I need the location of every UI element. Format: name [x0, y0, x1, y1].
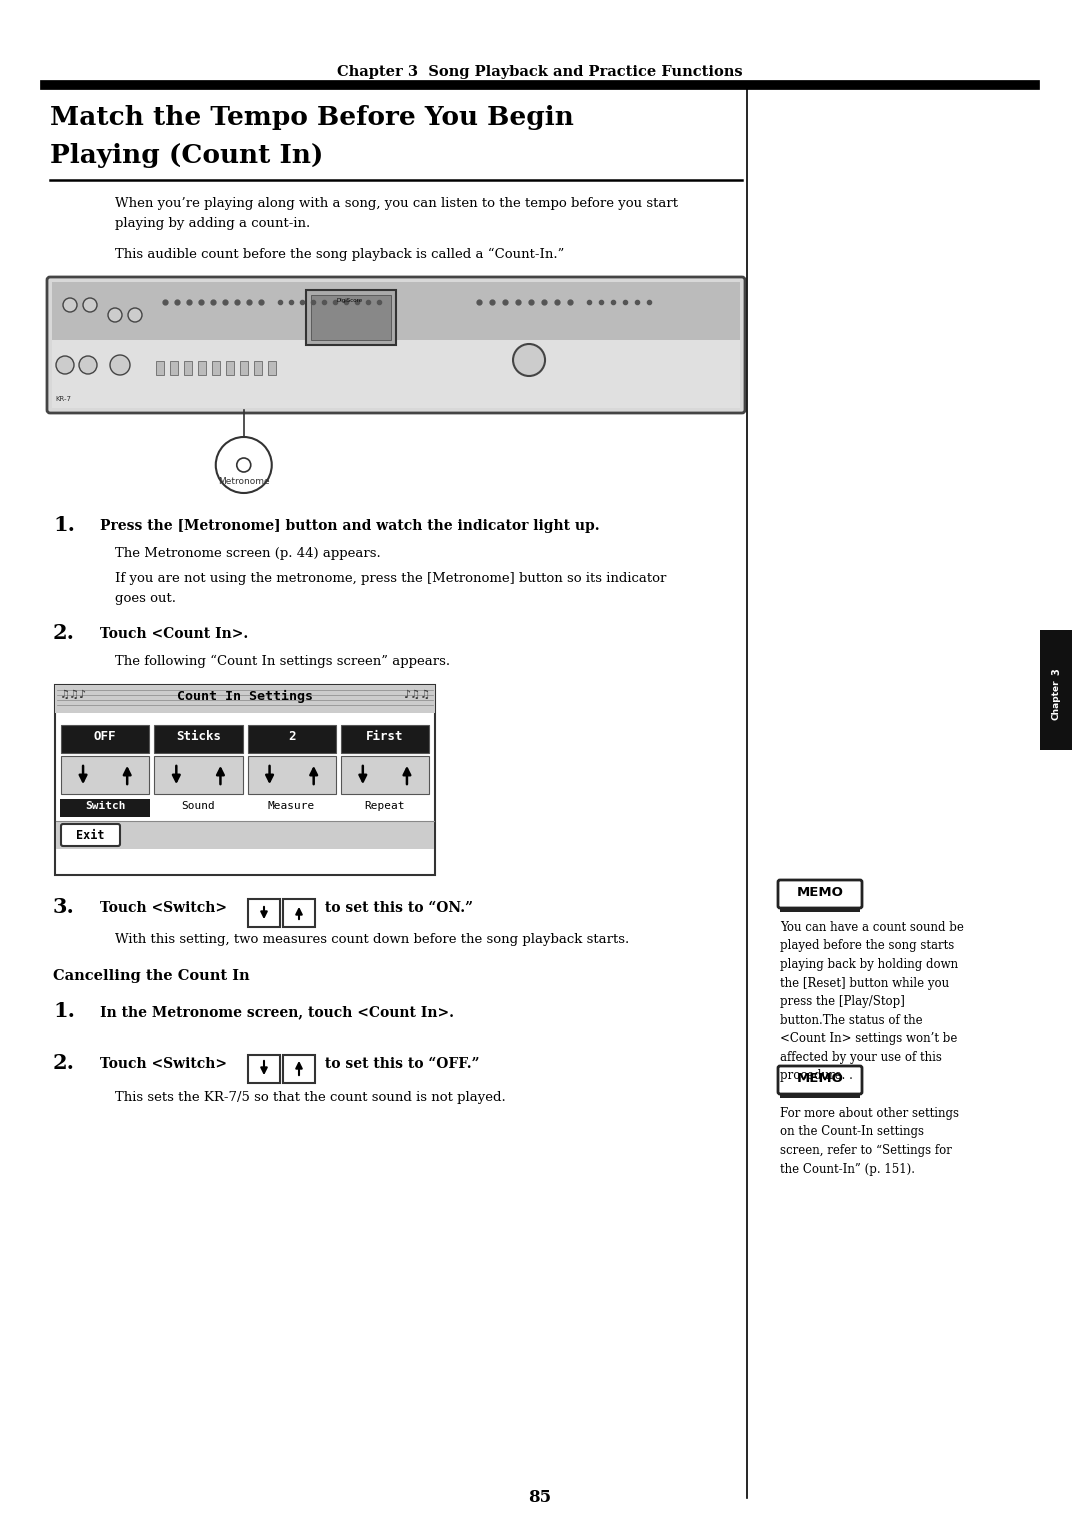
Text: This audible count before the song playback is called a “Count-In.”: This audible count before the song playb…: [114, 248, 565, 261]
Text: 2.: 2.: [53, 1053, 75, 1073]
Circle shape: [63, 298, 77, 312]
Text: to set this to “ON.”: to set this to “ON.”: [320, 902, 473, 915]
Bar: [1040, 630, 1072, 750]
Text: Metronome: Metronome: [218, 477, 270, 486]
Bar: [254, 361, 262, 374]
Text: In the Metronome screen, touch <Count In>.: In the Metronome screen, touch <Count In…: [100, 1005, 454, 1019]
Bar: [154, 724, 243, 753]
Text: Touch <Switch>: Touch <Switch>: [100, 902, 227, 915]
FancyBboxPatch shape: [248, 898, 280, 927]
Text: 2: 2: [288, 730, 295, 743]
Text: 85: 85: [528, 1490, 552, 1507]
Text: Measure: Measure: [268, 801, 315, 811]
Text: When you’re playing along with a song, you can listen to the tempo before you st: When you’re playing along with a song, y…: [114, 197, 678, 209]
Text: The Metronome screen (p. 44) appears.: The Metronome screen (p. 44) appears.: [114, 547, 381, 559]
FancyBboxPatch shape: [60, 824, 120, 847]
Bar: [52, 283, 740, 341]
Text: If you are not using the metronome, press the [Metronome] button so its indicato: If you are not using the metronome, pres…: [114, 571, 666, 585]
Bar: [268, 361, 276, 374]
Bar: [55, 685, 435, 876]
Text: 3: 3: [1051, 669, 1061, 675]
FancyBboxPatch shape: [248, 1054, 280, 1083]
Text: Press the [Metronome] button and watch the indicator light up.: Press the [Metronome] button and watch t…: [100, 520, 599, 533]
Bar: [247, 724, 336, 753]
Text: 2.: 2.: [53, 623, 75, 643]
Bar: [170, 361, 178, 374]
Text: Sound: Sound: [181, 801, 215, 811]
Text: Cancelling the Count In: Cancelling the Count In: [53, 969, 249, 983]
Text: This sets the KR-7/5 so that the count sound is not played.: This sets the KR-7/5 so that the count s…: [114, 1091, 505, 1105]
Text: MEMO: MEMO: [797, 886, 843, 898]
Bar: [184, 361, 192, 374]
Text: playing by adding a count-in.: playing by adding a count-in.: [114, 217, 310, 231]
Text: 1.: 1.: [53, 515, 75, 535]
Text: ♫♫♪: ♫♫♪: [60, 691, 87, 700]
Bar: [780, 1093, 860, 1099]
Text: Chapter 3  Song Playback and Practice Functions: Chapter 3 Song Playback and Practice Fun…: [337, 66, 743, 79]
Text: OFF: OFF: [94, 730, 117, 743]
Bar: [52, 341, 740, 408]
Circle shape: [129, 309, 141, 322]
Text: Touch <Count In>.: Touch <Count In>.: [100, 626, 248, 642]
Bar: [212, 361, 220, 374]
FancyBboxPatch shape: [283, 898, 315, 927]
Bar: [56, 821, 434, 850]
Text: Sticks: Sticks: [176, 730, 221, 743]
Text: 1.: 1.: [53, 1001, 75, 1021]
Bar: [226, 361, 234, 374]
Bar: [780, 908, 860, 912]
Bar: [60, 756, 149, 795]
Text: Switch: Switch: [85, 801, 125, 811]
Circle shape: [56, 356, 75, 374]
Bar: [306, 290, 396, 345]
Text: Chapter: Chapter: [1052, 680, 1061, 720]
Text: ♪♫♫: ♪♫♫: [403, 691, 430, 700]
FancyBboxPatch shape: [778, 880, 862, 908]
Text: goes out.: goes out.: [114, 591, 176, 605]
Bar: [341, 724, 429, 753]
Text: For more about other settings
on the Count-In settings
screen, refer to “Setting: For more about other settings on the Cou…: [780, 1106, 959, 1175]
Text: 3.: 3.: [53, 897, 75, 917]
Text: to set this to “OFF.”: to set this to “OFF.”: [320, 1057, 480, 1071]
Bar: [311, 295, 391, 341]
Text: DigiScore: DigiScore: [336, 298, 362, 303]
Bar: [55, 685, 435, 714]
Bar: [247, 756, 336, 795]
Text: Touch <Switch>: Touch <Switch>: [100, 1057, 227, 1071]
Text: KR-7: KR-7: [55, 396, 71, 402]
Circle shape: [79, 356, 97, 374]
Bar: [341, 756, 429, 795]
FancyBboxPatch shape: [283, 1054, 315, 1083]
FancyBboxPatch shape: [48, 277, 745, 413]
Bar: [198, 361, 206, 374]
Text: Exit: Exit: [77, 830, 105, 842]
Text: The following “Count In settings screen” appears.: The following “Count In settings screen”…: [114, 656, 450, 668]
Text: First: First: [366, 730, 404, 743]
Text: MEMO: MEMO: [797, 1073, 843, 1085]
Text: Match the Tempo Before You Begin: Match the Tempo Before You Begin: [50, 105, 573, 130]
Circle shape: [108, 309, 122, 322]
Bar: [156, 361, 164, 374]
Text: You can have a count sound be
played before the song starts
playing back by hold: You can have a count sound be played bef…: [780, 921, 963, 1082]
Circle shape: [110, 354, 130, 374]
Text: Playing (Count In): Playing (Count In): [50, 144, 323, 168]
Bar: [60, 724, 149, 753]
Circle shape: [513, 344, 545, 376]
Bar: [154, 756, 243, 795]
Bar: [240, 361, 248, 374]
Text: Count In Settings: Count In Settings: [177, 691, 313, 703]
Text: With this setting, two measures count down before the song playback starts.: With this setting, two measures count do…: [114, 934, 630, 946]
Circle shape: [83, 298, 97, 312]
Text: Repeat: Repeat: [365, 801, 405, 811]
Circle shape: [216, 437, 272, 494]
FancyBboxPatch shape: [778, 1067, 862, 1094]
Bar: [60, 799, 150, 817]
